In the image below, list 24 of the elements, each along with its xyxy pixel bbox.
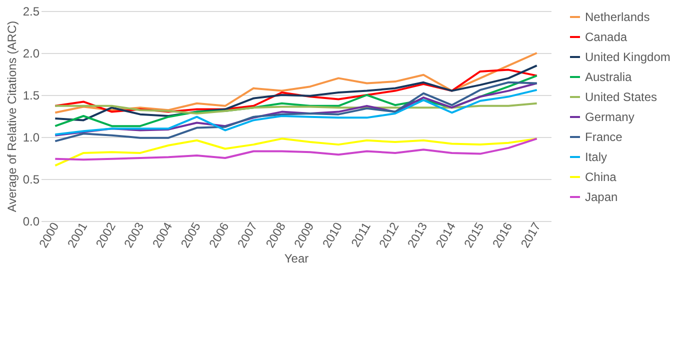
legend-label: United Kingdom bbox=[585, 50, 670, 64]
line-series bbox=[54, 102, 538, 114]
y-tick-label: 2.5 bbox=[22, 4, 40, 18]
legend-label: Italy bbox=[585, 150, 608, 164]
legend-label: Japan bbox=[585, 190, 618, 204]
y-tick-label: 0.0 bbox=[22, 214, 40, 228]
line-series bbox=[54, 68, 538, 113]
y-tick-label: 2.0 bbox=[22, 46, 40, 60]
x-axis-title: Year bbox=[284, 252, 309, 266]
y-tick-label: 1.0 bbox=[22, 130, 40, 144]
legend-label: China bbox=[585, 170, 617, 184]
legend-label: France bbox=[585, 130, 623, 144]
line-series bbox=[54, 64, 538, 122]
line-series bbox=[54, 138, 538, 161]
legend-label: Germany bbox=[585, 110, 634, 124]
legend-label: Canada bbox=[585, 30, 628, 44]
y-tick-label: 0.5 bbox=[22, 172, 40, 186]
legend-label: Australia bbox=[585, 70, 632, 84]
line-series bbox=[54, 138, 538, 167]
legend-label: United States bbox=[585, 90, 658, 104]
y-axis-title: Average of Relative Citations (ARC) bbox=[4, 20, 19, 212]
y-tick-label: 1.5 bbox=[22, 88, 40, 102]
line-series bbox=[54, 52, 538, 114]
legend-label: Netherlands bbox=[585, 10, 650, 24]
